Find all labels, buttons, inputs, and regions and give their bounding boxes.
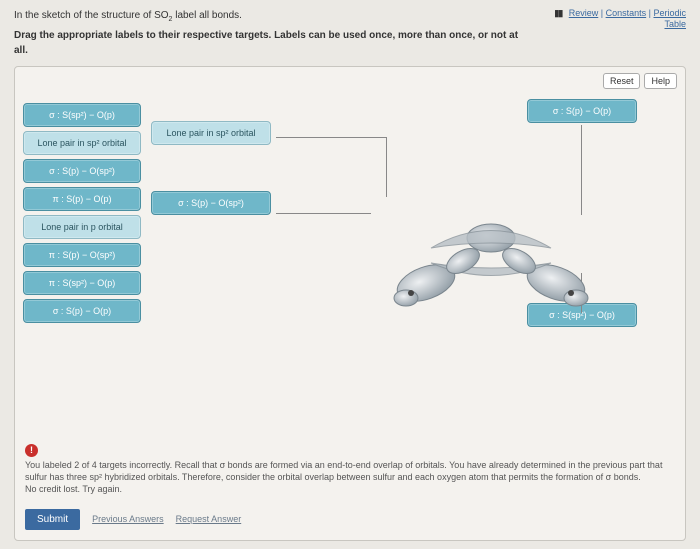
molecule-diagram — [371, 193, 611, 323]
top-links: ▮▮ Review | Constants | Periodic Table — [531, 8, 686, 29]
leader-line — [386, 137, 387, 197]
instructions: In the sketch of the structure of SO2 la… — [14, 8, 531, 58]
instr-post: label all bonds. — [172, 10, 242, 21]
constants-link[interactable]: Constants — [606, 8, 647, 18]
label-pool: σ : S(sp²) − O(p) Lone pair in sp² orbit… — [23, 103, 141, 323]
label-chip[interactable]: π : S(p) − O(sp²) — [23, 243, 141, 267]
request-answer-link[interactable]: Request Answer — [176, 514, 242, 524]
pause-icon[interactable]: ▮▮ — [554, 8, 562, 19]
feedback-text: You labeled 2 of 4 targets incorrectly. … — [25, 460, 675, 483]
placed-label-top-left[interactable]: Lone pair in sp² orbital — [151, 121, 271, 145]
instr-line2: Drag the appropriate labels to their res… — [14, 28, 531, 58]
ptable-link[interactable]: Periodic Table — [653, 8, 686, 29]
diagram-area: σ : S(p) − O(p) σ : S(sp²) − O(p) — [281, 103, 677, 323]
label-chip[interactable]: Lone pair in p orbital — [23, 215, 141, 239]
label-chip[interactable]: σ : S(sp²) − O(p) — [23, 103, 141, 127]
error-icon: ! — [25, 444, 38, 457]
help-button[interactable]: Help — [644, 73, 677, 89]
previous-answers-link[interactable]: Previous Answers — [92, 514, 164, 524]
feedback-text2: No credit lost. Try again. — [25, 484, 675, 496]
review-link[interactable]: Review — [569, 8, 599, 18]
label-chip[interactable]: σ : S(p) − O(p) — [23, 299, 141, 323]
feedback-box: ! You labeled 2 of 4 targets incorrectly… — [25, 444, 675, 495]
instr-pre: In the sketch of the structure of — [14, 10, 154, 21]
label-chip[interactable]: σ : S(p) − O(sp²) — [23, 159, 141, 183]
placed-label-top-right[interactable]: σ : S(p) − O(p) — [527, 99, 637, 123]
activity-panel: Reset Help σ : S(sp²) − O(p) Lone pair i… — [14, 66, 686, 541]
label-chip[interactable]: π : S(sp²) − O(p) — [23, 271, 141, 295]
instr-formula: SO2 — [154, 10, 172, 21]
reset-button[interactable]: Reset — [603, 73, 641, 89]
label-chip[interactable]: Lone pair in sp² orbital — [23, 131, 141, 155]
leader-line — [276, 213, 371, 214]
submit-button[interactable]: Submit — [25, 509, 80, 530]
label-chip[interactable]: π : S(p) − O(p) — [23, 187, 141, 211]
leader-line — [276, 137, 386, 138]
placed-label-bottom-left[interactable]: σ : S(p) − O(sp²) — [151, 191, 271, 215]
